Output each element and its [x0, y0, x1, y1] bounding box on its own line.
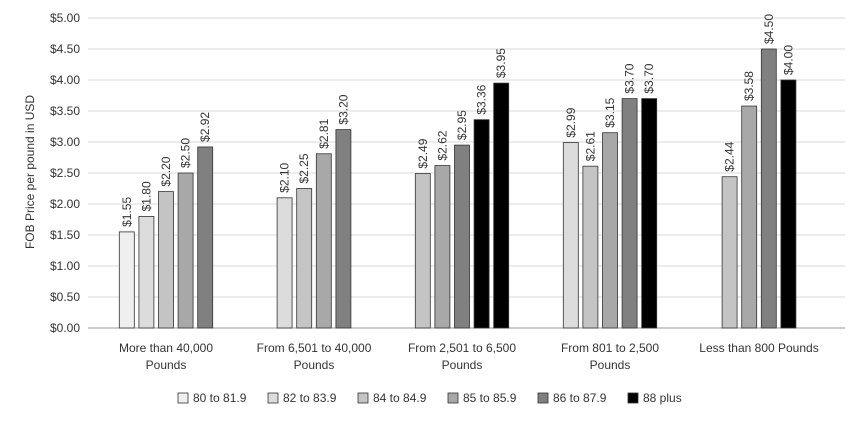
bar: [562, 142, 579, 329]
bar: [158, 191, 174, 329]
bar: [335, 129, 352, 329]
data-label: $3.58: [742, 71, 756, 101]
legend-label: 86 to 87.9: [553, 391, 607, 405]
bar: [493, 82, 510, 329]
legend-swatch: [357, 392, 369, 404]
data-label: $3.20: [336, 94, 350, 124]
category-labels: More than 40,000 Pounds From 6,501 to 40,0…: [119, 341, 819, 372]
bar: [621, 98, 638, 329]
category-label: Pounds: [590, 358, 631, 372]
bar: [414, 173, 431, 329]
bar: [721, 176, 738, 329]
data-label: $3.70: [623, 63, 637, 93]
y-tick-label: $2.00: [50, 197, 80, 211]
data-label: $4.00: [781, 45, 795, 75]
data-label: $1.80: [139, 181, 153, 211]
data-label: $2.95: [455, 110, 469, 140]
data-labels: $1.55 $1.80 $2.20 $2.50 $2.92 $2.10 $2.25 $2.81…: [120, 14, 796, 227]
bar: [197, 146, 214, 329]
data-label: $2.20: [159, 156, 173, 186]
y-tick-label: $5.00: [50, 11, 80, 25]
bar: [177, 172, 194, 329]
bar: [138, 215, 155, 329]
y-tick-label: $3.50: [50, 104, 80, 118]
bar: [454, 144, 470, 329]
y-axis-title: FOB Price per pound in USD: [23, 95, 37, 249]
legend-label: 80 to 81.9: [193, 391, 247, 405]
data-label: $3.70: [642, 63, 656, 93]
legend-label: 82 to 83.9: [283, 391, 337, 405]
category-label: From 801 to 2,500: [561, 341, 659, 355]
legend-swatch: [177, 392, 189, 404]
legend-swatch: [447, 392, 459, 404]
bar: [602, 132, 618, 329]
data-label: $2.62: [435, 130, 449, 160]
bar: [276, 197, 293, 329]
legend: 80 to 81.9 82 to 83.9 84 to 84.9 85 to 85.9…: [177, 391, 682, 405]
category-label: Pounds: [442, 358, 483, 372]
category-label: Less than 800 Pounds: [699, 341, 818, 355]
y-tick-label: $0.50: [50, 290, 80, 304]
data-label: $2.92: [198, 112, 212, 142]
legend-swatch: [267, 392, 279, 404]
bar: [741, 105, 758, 329]
data-label: $2.61: [583, 131, 597, 161]
legend-label: 85 to 85.9: [463, 391, 517, 405]
data-label: $3.15: [603, 97, 617, 127]
category-label: More than 40,000: [119, 341, 213, 355]
bar: [434, 165, 451, 329]
category-label: From 6,501 to 40,000: [257, 341, 372, 355]
data-label: $2.10: [278, 162, 292, 192]
data-label: $2.25: [297, 153, 311, 183]
legend-label: 84 to 84.9: [373, 391, 427, 405]
data-label: $1.55: [120, 197, 134, 227]
data-label: $2.99: [564, 107, 578, 137]
data-label: $2.49: [416, 138, 430, 168]
y-tick-label: $0.00: [50, 321, 80, 335]
legend-swatch: [537, 392, 549, 404]
bar: [582, 165, 599, 329]
bars: [118, 48, 797, 329]
bar: [118, 231, 135, 329]
legend-swatch: [627, 392, 639, 404]
data-label: $4.50: [762, 14, 776, 44]
bar: [315, 153, 332, 329]
bar: [760, 48, 777, 329]
y-tick-label: $1.50: [50, 228, 80, 242]
y-tick-label: $4.00: [50, 73, 80, 87]
y-tick-label: $1.00: [50, 259, 80, 273]
y-tick-label: $2.50: [50, 166, 80, 180]
y-axis-ticks: $0.00 $0.50 $1.00 $1.50 $2.00 $2.50 $3.00 $3.50…: [50, 11, 80, 335]
bar: [473, 119, 490, 329]
data-label: $3.36: [475, 84, 489, 114]
category-label: Pounds: [146, 358, 187, 372]
data-label: $2.44: [723, 141, 737, 171]
category-label: Pounds: [294, 358, 335, 372]
data-label: $3.95: [494, 48, 508, 78]
legend-label: 88 plus: [643, 391, 682, 405]
bar: [641, 98, 658, 329]
category-label: From 2,501 to 6,500: [408, 341, 516, 355]
data-label: $2.81: [317, 118, 331, 148]
y-tick-label: $3.00: [50, 135, 80, 149]
data-label: $2.50: [179, 138, 193, 168]
bar: [296, 188, 313, 329]
bar: [780, 79, 797, 329]
y-tick-label: $4.50: [50, 42, 80, 56]
